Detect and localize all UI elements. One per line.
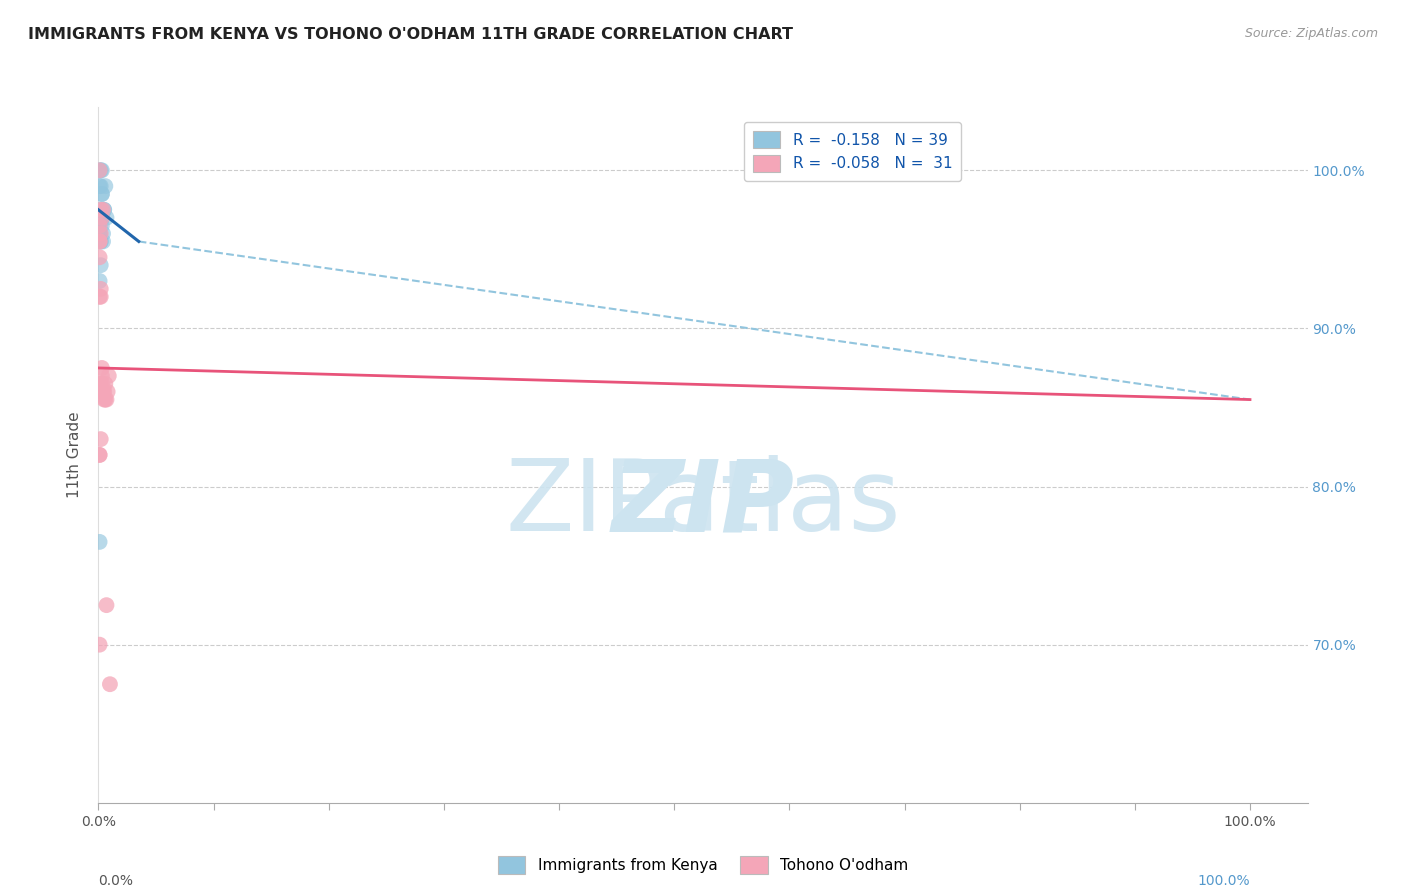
Point	[89, 227, 111, 241]
Point	[90, 219, 112, 233]
Point	[89, 179, 111, 194]
Point	[89, 219, 111, 233]
Point	[94, 179, 117, 194]
Point	[89, 214, 111, 228]
Text: ZIPatlas: ZIPatlas	[505, 455, 901, 552]
Point	[97, 384, 120, 399]
Point	[89, 534, 111, 549]
Point	[90, 211, 112, 225]
Point	[90, 368, 112, 383]
Point	[90, 211, 112, 225]
Point	[90, 202, 112, 217]
Legend: R =  -0.158   N = 39, R =  -0.058   N =  31: R = -0.158 N = 39, R = -0.058 N = 31	[744, 121, 962, 181]
Text: IMMIGRANTS FROM KENYA VS TOHONO O'ODHAM 11TH GRADE CORRELATION CHART: IMMIGRANTS FROM KENYA VS TOHONO O'ODHAM …	[28, 27, 793, 42]
Point	[89, 290, 111, 304]
Point	[93, 392, 115, 407]
Point	[93, 202, 115, 217]
Point	[89, 227, 111, 241]
Point	[89, 214, 111, 228]
Point	[98, 677, 121, 691]
Text: 100.0%: 100.0%	[1198, 874, 1250, 888]
Point	[89, 211, 111, 225]
Point	[90, 235, 112, 249]
Point	[89, 448, 111, 462]
Point	[93, 384, 115, 399]
Point	[89, 227, 111, 241]
Point	[97, 368, 120, 383]
Point	[90, 235, 112, 249]
Point	[96, 392, 118, 407]
Point	[90, 282, 112, 296]
Point	[89, 214, 111, 228]
Point	[91, 235, 114, 249]
Point	[94, 376, 117, 391]
Point	[89, 202, 111, 217]
Point	[89, 211, 111, 225]
Text: Source: ZipAtlas.com: Source: ZipAtlas.com	[1244, 27, 1378, 40]
Point	[90, 361, 112, 376]
Point	[89, 163, 111, 178]
Point	[89, 211, 111, 225]
Point	[90, 227, 112, 241]
Point	[90, 384, 112, 399]
Point	[91, 384, 114, 399]
Legend: Immigrants from Kenya, Tohono O'odham: Immigrants from Kenya, Tohono O'odham	[492, 850, 914, 880]
Point	[90, 211, 112, 225]
Y-axis label: 11th Grade: 11th Grade	[67, 411, 83, 499]
Point	[89, 376, 111, 391]
Point	[91, 227, 114, 241]
Text: ZIP: ZIP	[612, 455, 794, 552]
Point	[89, 163, 111, 178]
Point	[90, 179, 112, 194]
Point	[96, 211, 118, 225]
Point	[89, 235, 111, 249]
Point	[90, 290, 112, 304]
Point	[89, 274, 111, 288]
Point	[89, 214, 111, 228]
Point	[90, 163, 112, 178]
Point	[89, 250, 111, 264]
Point	[91, 202, 114, 217]
Point	[94, 392, 117, 407]
Point	[93, 202, 115, 217]
Point	[89, 211, 111, 225]
Point	[90, 163, 112, 178]
Point	[89, 638, 111, 652]
Point	[89, 214, 111, 228]
Point	[90, 432, 112, 446]
Point	[89, 211, 111, 225]
Point	[90, 211, 112, 225]
Point	[89, 448, 111, 462]
Point	[90, 187, 112, 202]
Point	[90, 376, 112, 391]
Point	[89, 211, 111, 225]
Point	[90, 258, 112, 272]
Point	[90, 187, 112, 202]
Point	[89, 235, 111, 249]
Point	[89, 214, 111, 228]
Text: 0.0%: 0.0%	[98, 874, 134, 888]
Point	[96, 598, 118, 612]
Point	[89, 219, 111, 233]
